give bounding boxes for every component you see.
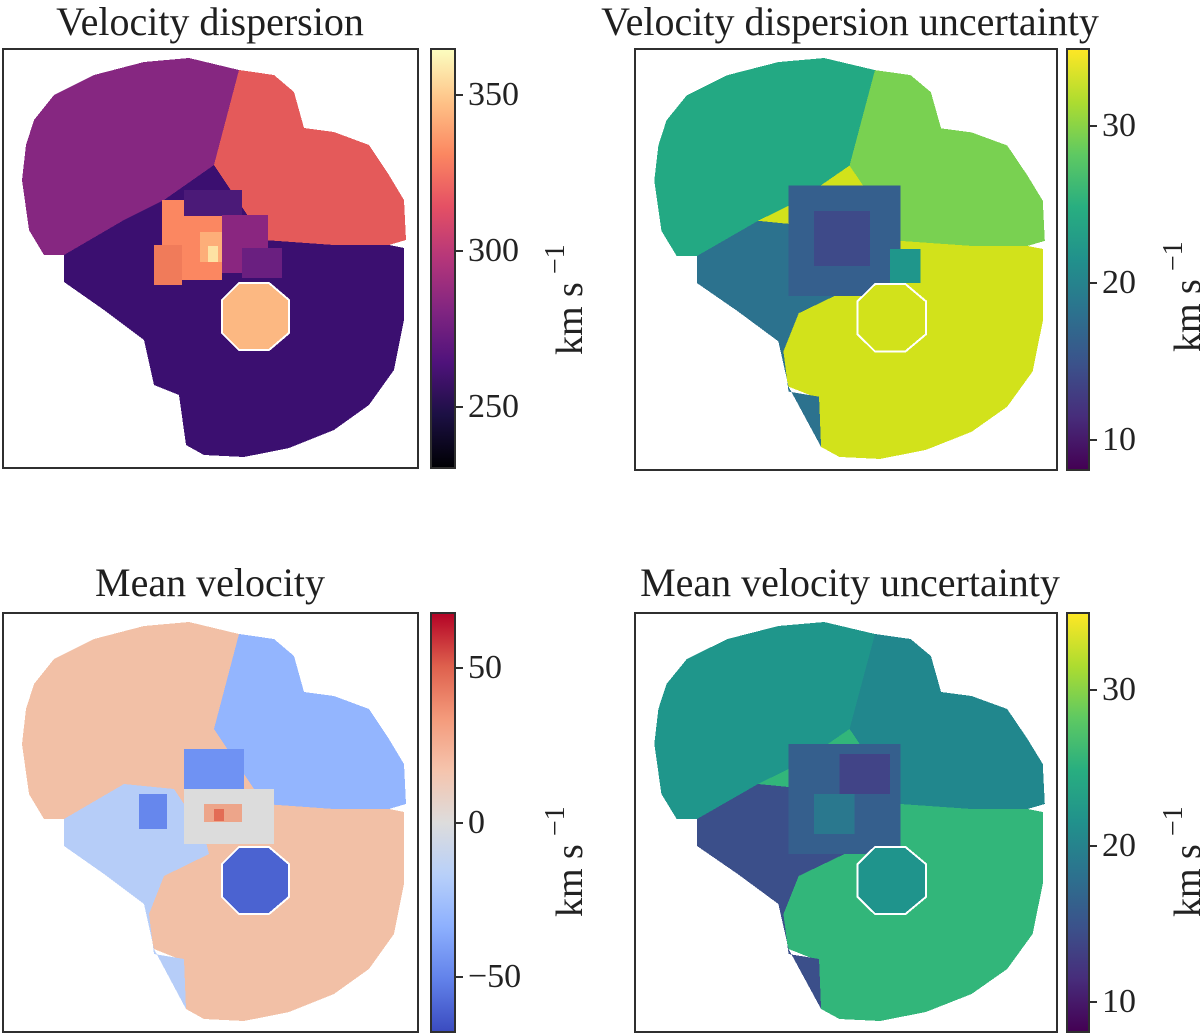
region-upper-right [214, 634, 406, 809]
colorbar [430, 612, 456, 1033]
heatmap-plot [2, 48, 419, 469]
colorbar-tick-label: 50 [468, 648, 502, 686]
colorbar-tick-label: 250 [468, 387, 519, 425]
unit-text: km s [549, 844, 591, 917]
colorbar-tick-mark [456, 821, 463, 824]
center-bin [214, 809, 224, 821]
center-bin [890, 248, 921, 284]
region-upper-left [654, 622, 875, 819]
colorbar-tick-label: 300 [468, 231, 519, 269]
unit-text: km s [549, 282, 591, 355]
colorbar-unit-label: km s −1 [1158, 241, 1200, 352]
chart-title: Velocity dispersion uncertainty [601, 0, 1099, 44]
center-bin [139, 794, 167, 829]
masked-circle [221, 846, 290, 915]
colorbar-tick-mark [1090, 844, 1097, 847]
unit-text: km s [1167, 279, 1200, 352]
colorbar-unit-label: km s −1 [1158, 806, 1200, 917]
colorbar-tick-mark [1090, 438, 1097, 441]
panel-velocity-dispersion-uncertainty: Velocity dispersion uncertainty km s −1 1… [600, 0, 1200, 517]
colorbar-tick-label: 30 [1102, 670, 1136, 708]
colorbar-tick-label: 30 [1102, 107, 1136, 145]
colorbar-unit-label: km s −1 [540, 806, 592, 917]
center-bin [242, 248, 282, 278]
masked-circle [221, 282, 290, 351]
colorbar-tick-label: 20 [1102, 264, 1136, 301]
colorbar-tick-mark [456, 976, 463, 979]
colorbar-tick-label: 0 [468, 803, 485, 841]
chart-title: Mean velocity [95, 560, 325, 605]
center-bin [184, 749, 244, 789]
center-bin [813, 794, 855, 834]
colorbar-tick-mark [456, 249, 463, 252]
colorbar-tick-label: −50 [468, 958, 522, 996]
colorbar-tick-label: 10 [1102, 982, 1136, 1020]
colorbar-tick-label: 20 [1102, 826, 1136, 864]
heatmap-plot [634, 612, 1058, 1033]
panel-velocity-dispersion: Velocity dispersion km s −1 250 300 350 [0, 0, 600, 517]
heatmap-svg [22, 58, 406, 457]
unit-exponent: −1 [1158, 806, 1189, 837]
colorbar-tick-label: 10 [1102, 420, 1136, 458]
masked-circle [856, 283, 927, 353]
center-bin [813, 210, 870, 267]
colorbar-tick-mark [456, 666, 463, 669]
region-left-lower [64, 784, 209, 1009]
colorbar [1066, 48, 1090, 471]
heatmap-plot [634, 48, 1058, 471]
region-peak [208, 246, 218, 262]
colorbar-tick-label: 350 [468, 75, 519, 113]
region-upper-left [654, 58, 875, 256]
heatmap-svg [654, 58, 1045, 459]
heatmap-svg [22, 622, 406, 1021]
unit-exponent: −1 [540, 806, 571, 837]
center-bin [839, 754, 891, 794]
chart-title: Velocity dispersion [56, 0, 364, 44]
colorbar-tick-mark [1090, 282, 1097, 284]
heatmap-svg [654, 622, 1045, 1021]
unit-text: km s [1167, 844, 1200, 917]
center-bin [184, 190, 242, 216]
unit-exponent: −1 [540, 244, 571, 275]
unit-exponent: −1 [1158, 241, 1189, 272]
panel-mean-velocity: Mean velocity km s −1 50 0 −50 [0, 517, 600, 1034]
colorbar [430, 48, 456, 469]
region-upper-left [22, 622, 239, 819]
center-bin [154, 245, 182, 285]
colorbar-tick-mark [1090, 688, 1097, 691]
colorbar-tick-mark [1090, 125, 1097, 128]
colorbar-tick-mark [456, 405, 463, 408]
chart-title: Mean velocity uncertainty [640, 560, 1060, 605]
colorbar [1066, 612, 1090, 1033]
colorbar-tick-mark [1090, 1000, 1097, 1003]
panel-mean-velocity-uncertainty: Mean velocity uncertainty km s −1 30 20 10 [600, 517, 1200, 1034]
colorbar-tick-mark [456, 93, 463, 96]
masked-circle [856, 846, 927, 915]
colorbar-unit-label: km s −1 [540, 244, 592, 355]
heatmap-plot [2, 612, 419, 1033]
region-upper-left [22, 58, 239, 255]
region-upper-right [214, 70, 406, 245]
